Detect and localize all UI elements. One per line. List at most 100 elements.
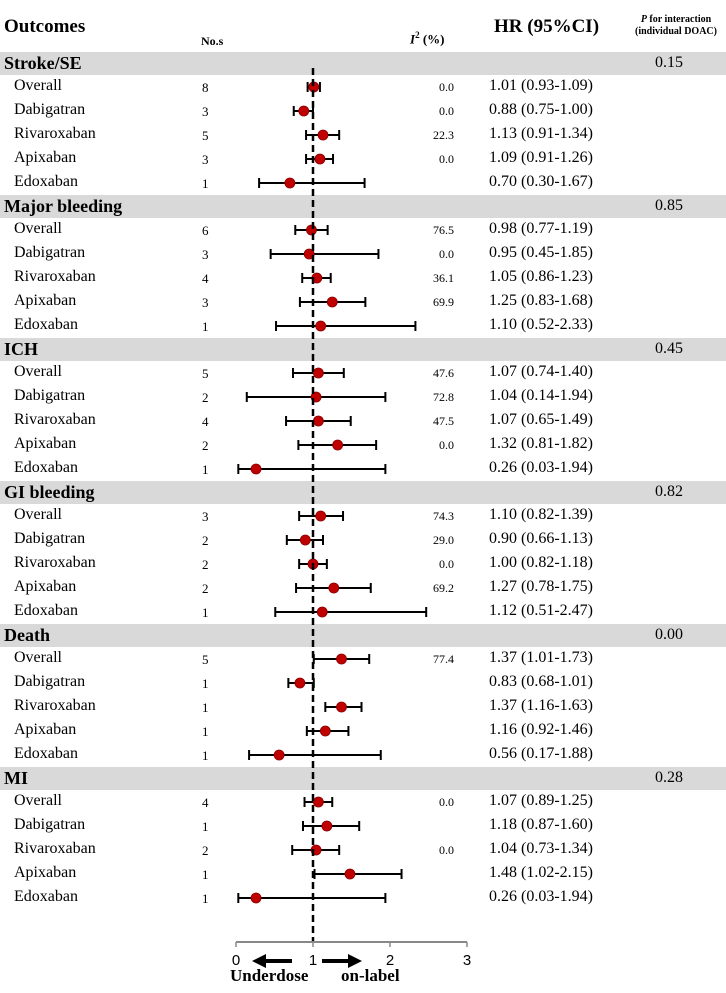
point-estimate-marker bbox=[312, 415, 324, 427]
row-label: Rivaroxaban bbox=[14, 268, 96, 285]
row-number-of-studies: 4 bbox=[202, 414, 209, 429]
row-hazard-ratio-text: 1.13 (0.91-1.34) bbox=[489, 125, 593, 142]
table-row: Apixaban 2 0.0 1.32 (0.81-1.82) bbox=[0, 433, 726, 457]
row-label: Edoxaban bbox=[14, 173, 78, 190]
point-estimate-marker bbox=[298, 105, 310, 117]
row-number-of-studies: 1 bbox=[202, 676, 209, 691]
row-number-of-studies: 1 bbox=[202, 319, 209, 334]
row-label: Apixaban bbox=[14, 292, 77, 309]
row-label: Edoxaban bbox=[14, 459, 78, 476]
row-hazard-ratio-text: 1.37 (1.16-1.63) bbox=[489, 697, 593, 714]
row-hazard-ratio-text: 1.32 (0.81-1.82) bbox=[489, 435, 593, 452]
row-label: Overall bbox=[14, 649, 62, 666]
group-title: Stroke/SE bbox=[4, 53, 82, 73]
row-i2: 47.5 bbox=[433, 414, 454, 428]
x-tick-label: 2 bbox=[386, 952, 394, 969]
row-hazard-ratio-text: 0.26 (0.03-1.94) bbox=[489, 459, 593, 476]
row-hazard-ratio-text: 0.26 (0.03-1.94) bbox=[489, 888, 593, 905]
row-label: Dabigatran bbox=[14, 387, 86, 404]
row-number-of-studies: 2 bbox=[202, 390, 209, 405]
row-hazard-ratio-text: 1.04 (0.73-1.34) bbox=[489, 840, 593, 857]
row-hazard-ratio-text: 1.07 (0.74-1.40) bbox=[489, 363, 593, 380]
table-row: Rivaroxaban 2 0.0 1.00 (0.82-1.18) bbox=[0, 552, 726, 576]
point-estimate-marker bbox=[315, 510, 327, 522]
p-interaction-value: 0.00 bbox=[655, 626, 683, 643]
row-hazard-ratio-text: 0.88 (0.75-1.00) bbox=[489, 101, 593, 118]
row-number-of-studies: 1 bbox=[202, 462, 209, 477]
row-hazard-ratio-text: 0.98 (0.77-1.19) bbox=[489, 220, 593, 237]
point-estimate-marker bbox=[332, 439, 344, 451]
row-number-of-studies: 3 bbox=[202, 509, 209, 524]
row-i2: 29.0 bbox=[433, 533, 454, 547]
table-row: Rivaroxaban 5 22.3 1.13 (0.91-1.34) bbox=[0, 123, 726, 147]
group-title: MI bbox=[4, 768, 28, 788]
row-number-of-studies: 2 bbox=[202, 581, 209, 596]
point-estimate-marker bbox=[284, 177, 296, 189]
table-row: Apixaban 1 1.16 (0.92-1.46) bbox=[0, 719, 726, 743]
row-hazard-ratio-text: 0.90 (0.66-1.13) bbox=[489, 530, 593, 547]
row-label: Edoxaban bbox=[14, 888, 78, 905]
point-estimate-marker bbox=[316, 606, 328, 618]
p-interaction-value: 0.28 bbox=[655, 769, 683, 786]
row-hazard-ratio-text: 1.25 (0.83-1.68) bbox=[489, 292, 593, 309]
row-label: Overall bbox=[14, 363, 62, 380]
point-estimate-marker bbox=[315, 320, 327, 332]
table-row: Overall 6 76.5 0.98 (0.77-1.19) bbox=[0, 218, 726, 242]
point-estimate-marker bbox=[319, 725, 331, 737]
row-hazard-ratio-text: 1.01 (0.93-1.09) bbox=[489, 77, 593, 94]
row-label: Apixaban bbox=[14, 149, 77, 166]
row-label: Overall bbox=[14, 792, 62, 809]
header-outcomes: Outcomes bbox=[4, 16, 86, 37]
row-hazard-ratio-text: 1.37 (1.01-1.73) bbox=[489, 649, 593, 666]
row-label: Dabigatran bbox=[14, 673, 86, 690]
group-title: GI bleeding bbox=[4, 482, 95, 502]
row-i2: 36.1 bbox=[433, 271, 454, 285]
row-label: Edoxaban bbox=[14, 602, 78, 619]
row-number-of-studies: 1 bbox=[202, 819, 209, 834]
row-number-of-studies: 5 bbox=[202, 366, 209, 381]
table-row: Rivaroxaban 4 36.1 1.05 (0.86-1.23) bbox=[0, 266, 726, 290]
point-estimate-marker bbox=[294, 677, 306, 689]
x-tick-label: 3 bbox=[463, 952, 471, 969]
x-tick-label: 0 bbox=[232, 952, 240, 969]
row-number-of-studies: 3 bbox=[202, 152, 209, 167]
row-number-of-studies: 1 bbox=[202, 724, 209, 739]
table-row: Overall 5 77.4 1.37 (1.01-1.73) bbox=[0, 647, 726, 671]
table-row: Dabigatran 1 0.83 (0.68-1.01) bbox=[0, 671, 726, 695]
row-hazard-ratio-text: 0.95 (0.45-1.85) bbox=[489, 244, 593, 261]
row-i2: 0.0 bbox=[439, 104, 454, 118]
row-i2: 0.0 bbox=[439, 152, 454, 166]
table-row: Rivaroxaban 1 1.37 (1.16-1.63) bbox=[0, 695, 726, 719]
table-row: Edoxaban 1 0.26 (0.03-1.94) bbox=[0, 886, 726, 910]
row-number-of-studies: 1 bbox=[202, 891, 209, 906]
row-i2: 69.2 bbox=[433, 581, 454, 595]
table-row: Overall 5 47.6 1.07 (0.74-1.40) bbox=[0, 361, 726, 385]
table-row: Rivaroxaban 4 47.5 1.07 (0.65-1.49) bbox=[0, 409, 726, 433]
direction-label-on-label: on-label bbox=[341, 966, 400, 985]
row-i2: 0.0 bbox=[439, 80, 454, 94]
row-number-of-studies: 2 bbox=[202, 843, 209, 858]
row-number-of-studies: 1 bbox=[202, 748, 209, 763]
row-label: Apixaban bbox=[14, 435, 77, 452]
row-i2: 74.3 bbox=[433, 509, 454, 523]
row-number-of-studies: 6 bbox=[202, 223, 209, 238]
row-number-of-studies: 2 bbox=[202, 438, 209, 453]
row-hazard-ratio-text: 1.48 (1.02-2.15) bbox=[489, 864, 593, 881]
table-row: Dabigatran 2 72.8 1.04 (0.14-1.94) bbox=[0, 385, 726, 409]
header-i2: I2 (%) bbox=[410, 30, 444, 47]
table-row: Apixaban 3 69.9 1.25 (0.83-1.68) bbox=[0, 290, 726, 314]
table-row: Dabigatran 3 0.0 0.88 (0.75-1.00) bbox=[0, 99, 726, 123]
row-label: Dabigatran bbox=[14, 244, 86, 261]
row-label: Apixaban bbox=[14, 864, 77, 881]
row-i2: 77.4 bbox=[433, 652, 454, 666]
p-interaction-value: 0.82 bbox=[655, 483, 683, 500]
point-estimate-marker bbox=[314, 153, 326, 165]
row-hazard-ratio-text: 1.09 (0.91-1.26) bbox=[489, 149, 593, 166]
point-estimate-marker bbox=[250, 892, 262, 904]
point-estimate-marker bbox=[303, 248, 315, 260]
header-hazard-ratio: HR (95%CI) bbox=[494, 16, 600, 37]
point-estimate-marker bbox=[250, 463, 262, 475]
header-p-line2: (individual DOAC) bbox=[635, 26, 717, 37]
row-number-of-studies: 3 bbox=[202, 104, 209, 119]
